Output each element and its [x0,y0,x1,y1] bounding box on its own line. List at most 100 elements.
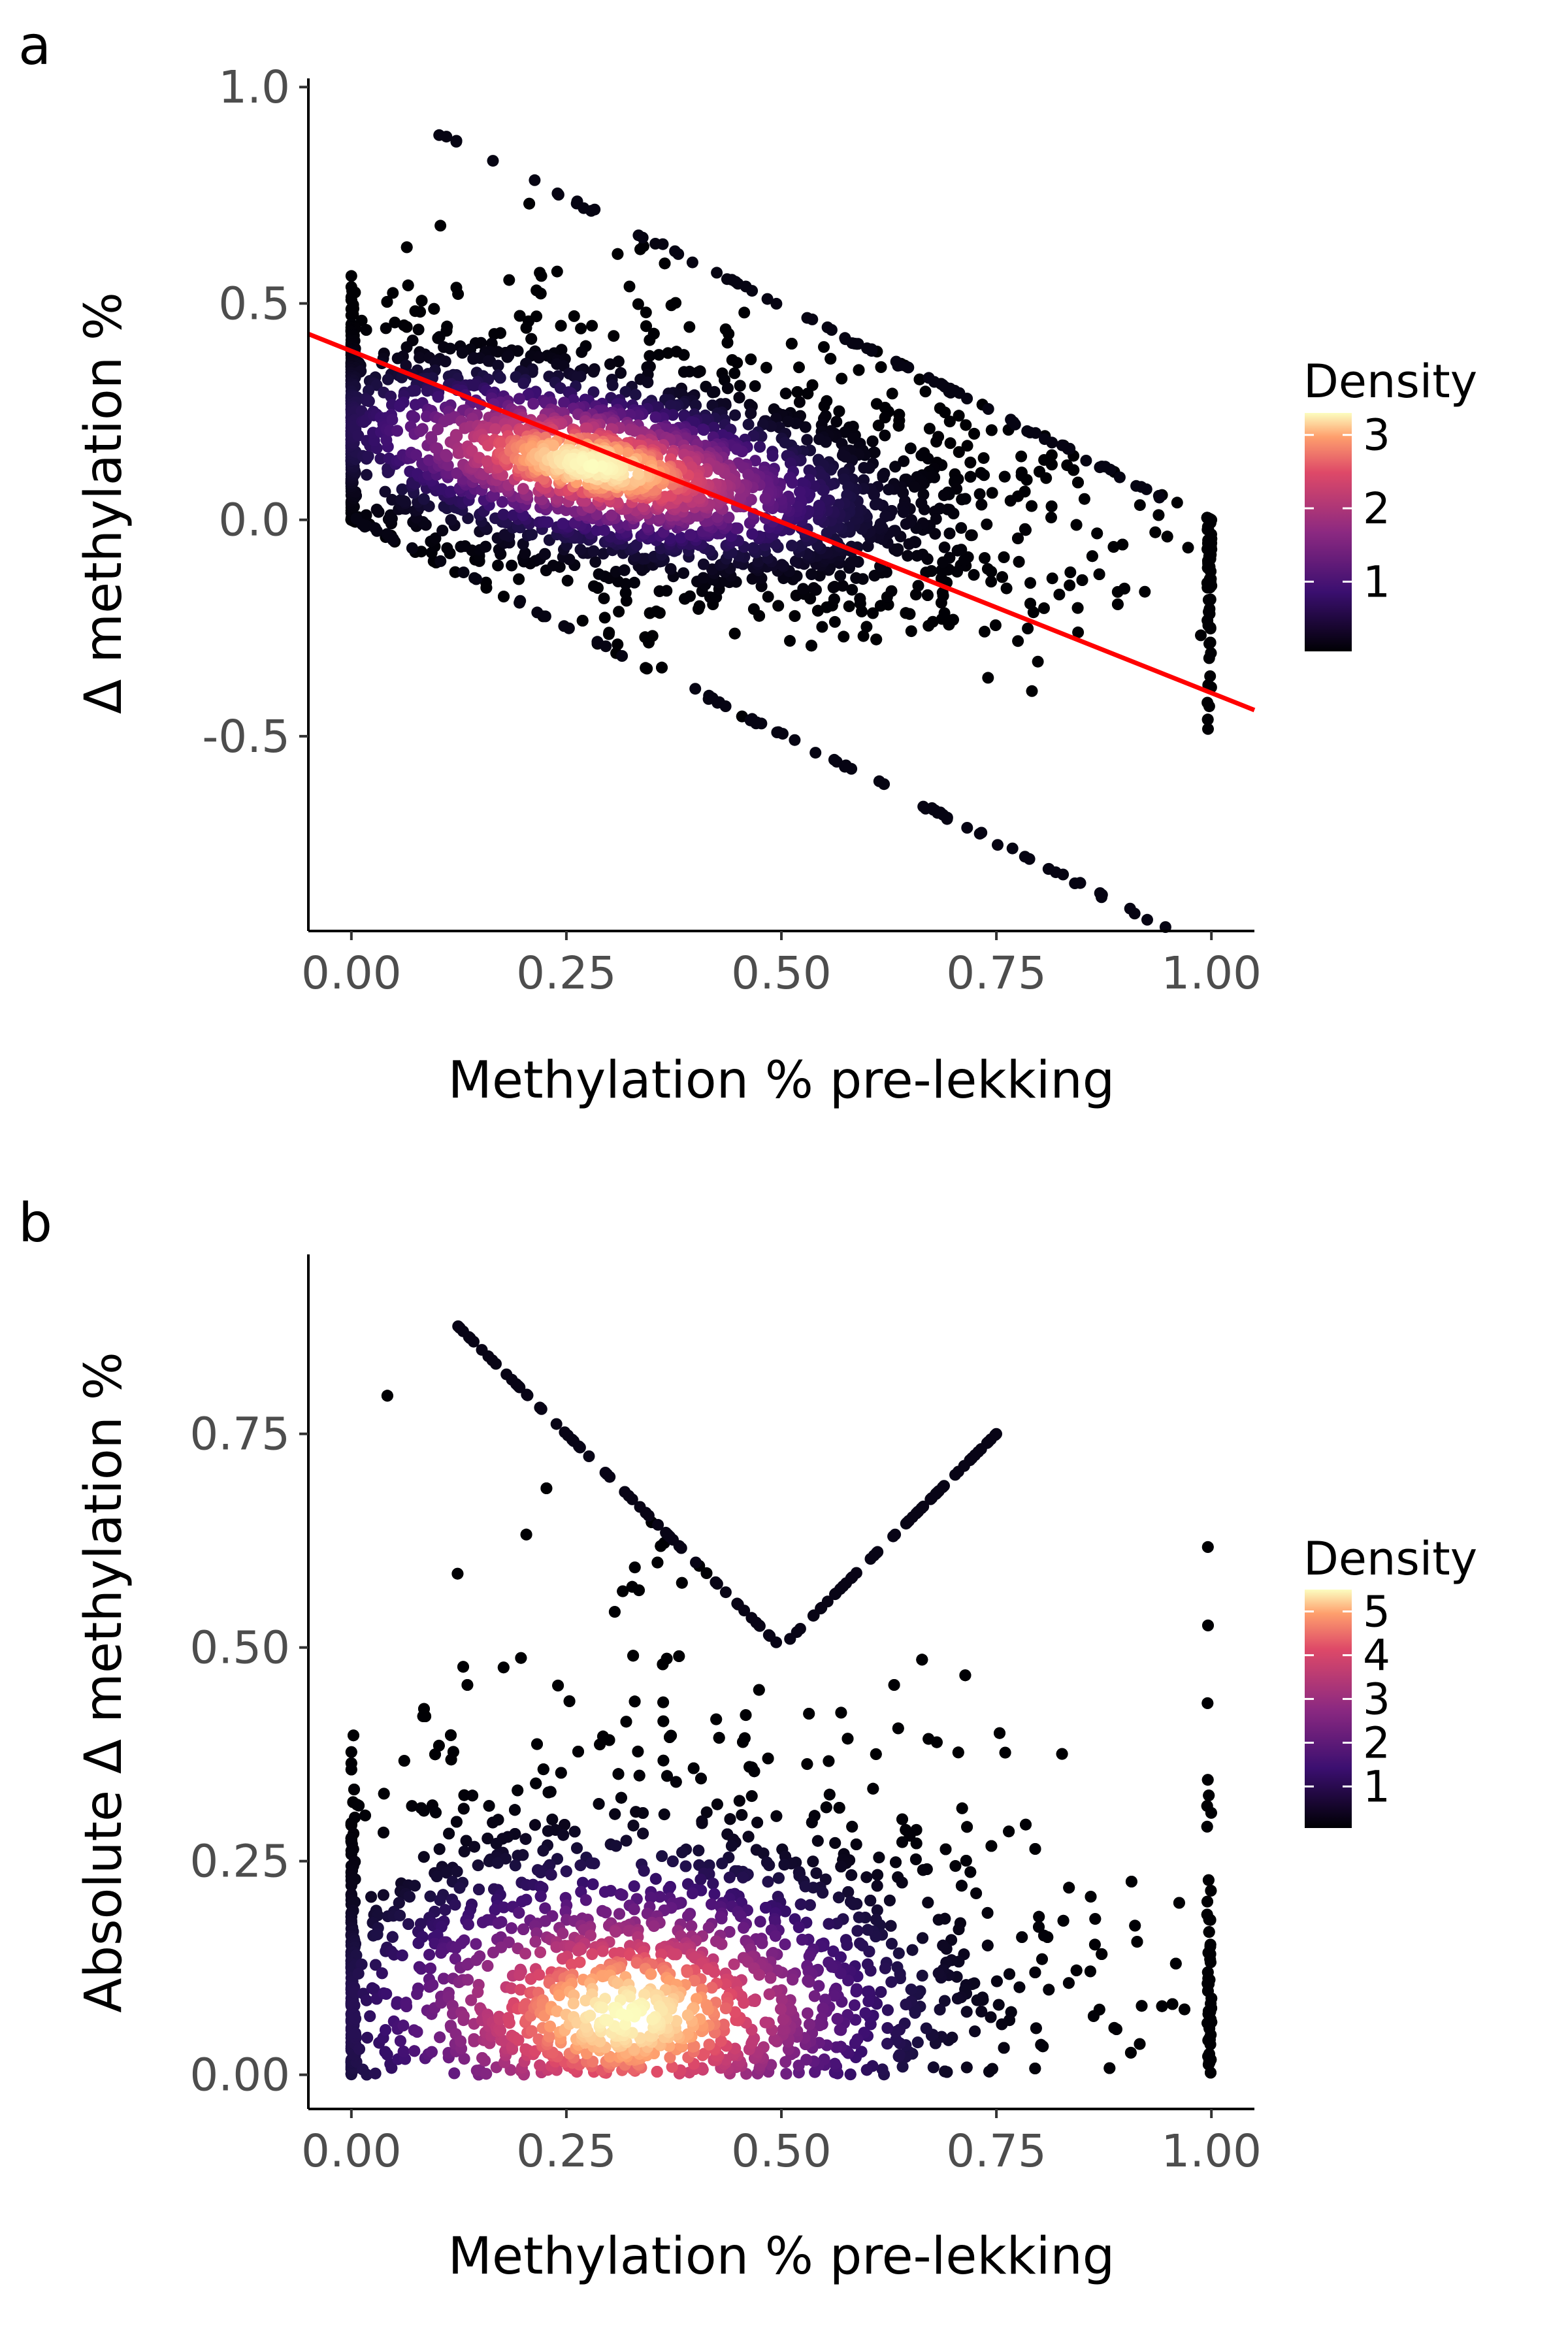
scatter-point [535,1403,547,1415]
scatter-point [378,1826,389,1838]
scatter-point [927,2061,939,2074]
scatter-point [646,630,659,642]
scatter-point [770,1636,783,1648]
scatter-point [1038,1929,1050,1942]
scatter-point [960,419,972,431]
scatter-point [917,1864,929,1876]
scatter-point [598,592,610,604]
scatter-point [468,572,481,584]
scatter-point [728,627,741,640]
scatter-point [981,563,994,575]
scatter-point [905,625,917,638]
scatter-point [416,295,428,307]
scatter-point [436,525,449,537]
scatter-point [661,585,673,597]
scatter-point [620,1716,632,1728]
scatter-point [710,1576,722,1588]
scatter-point [619,1486,631,1498]
scatter-point [897,506,909,518]
scatter-point [503,274,515,286]
scatter-point [384,509,397,521]
scatter-point [642,1509,655,1522]
scatter-point [841,1733,854,1745]
scatter-point [938,607,951,619]
scatter-point [517,1849,529,1861]
x-tick-label: 1.00 [1161,947,1262,1000]
scatter-point [843,600,855,612]
scatter-point [994,1727,1005,1739]
scatter-point [711,1798,723,1810]
scatter-point [915,449,928,462]
scatter-point [542,516,554,529]
scatter-point [742,468,755,481]
scatter-point [1203,1789,1215,1802]
scatter-point [492,559,504,572]
scatter-point [353,1799,365,1812]
scatter-point [613,606,625,618]
scatter-point [1201,713,1214,726]
scatter-point [904,442,917,455]
scatter-point [754,440,766,453]
scatter-point [746,528,759,540]
scatter-point [964,1866,977,1878]
scatter-point [686,256,698,269]
scatter-point [1076,574,1088,586]
scatter-point [620,1835,632,1847]
scatter-point [644,334,656,346]
scatter-point [1202,2050,1215,2063]
scatter-point [1019,851,1031,863]
scatter-point [1062,443,1074,455]
scatter-point [632,298,644,310]
scatter-point [975,466,987,479]
scatter-point [868,446,880,459]
scatter-point [451,1865,463,1878]
scatter-point [956,493,968,506]
scatter-point [515,1652,527,1664]
scatter-point [348,1729,359,1742]
scatter-point [733,1795,745,1807]
scatter-point [1033,1910,1045,1923]
scatter-point [890,355,902,368]
scatter-point [673,1540,685,1552]
scatter-point [1056,1748,1068,1760]
scatter-point [793,361,805,374]
scatter-point [968,427,981,440]
scatter-point [657,1715,670,1727]
scatter-point [683,321,696,333]
scatter-point [860,621,873,633]
scatter-point [348,1784,360,1795]
scatter-point [742,1831,755,1843]
scatter-point [721,336,734,349]
scatter-point [960,2061,973,2074]
scatter-point [546,1813,559,1825]
scatter-point [1203,603,1216,615]
scatter-point [1201,577,1213,589]
scatter-point [627,1650,640,1662]
scatter-point [466,1789,479,1802]
scatter-point [1029,2063,1041,2074]
scatter-point [451,1567,464,1580]
scatter-point [450,1816,463,1828]
scatter-point [820,1801,832,1814]
scatter-point [725,1840,738,1852]
scatter-point [969,2025,981,2038]
scatter-point [917,1932,929,1944]
scatter-point [1135,2000,1148,2012]
scatter-point [979,552,991,564]
scatter-point [517,483,529,495]
scatter-point [878,778,890,791]
scatter-point [713,1731,725,1744]
scatter-point [1030,427,1042,439]
scatter-point [429,1748,441,1761]
scatter-point [964,456,977,468]
scatter-point [1057,1914,1070,1927]
scatter-point [1107,541,1120,553]
scatter-point [839,426,851,438]
scatter-point [608,330,620,342]
scatter-point [961,440,973,452]
scatter-point [806,568,818,580]
scatter-point [802,387,814,400]
scatter-point [612,576,625,587]
scatter-point [873,1852,885,1864]
scatter-point [409,1880,421,1892]
